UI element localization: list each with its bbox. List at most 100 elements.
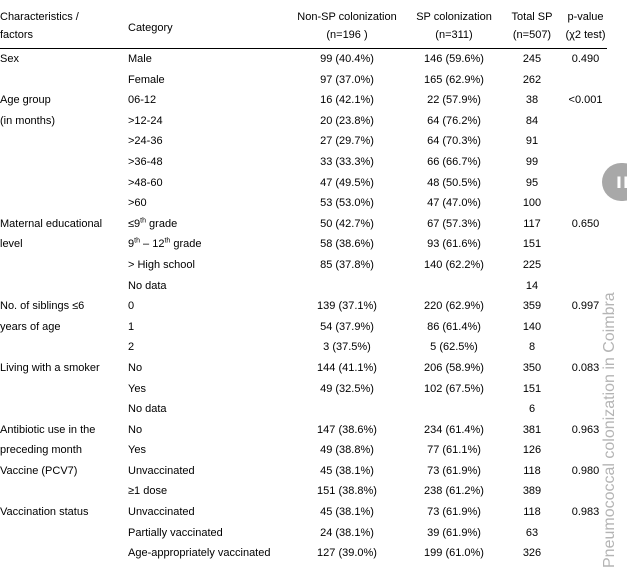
cell-factor: Antibiotic use in the	[0, 423, 96, 436]
cell-total: 151	[522, 382, 542, 395]
table-row: >60 53 (53.0%) 47 (47.0%) 100	[0, 193, 607, 214]
cell-total: 6	[528, 403, 536, 416]
header-total: Total SP (n=507)	[500, 8, 564, 49]
cell-category: ≥1 dose	[128, 485, 168, 498]
table-row: Living with a smoker No 144 (41.1%) 206 (58…	[0, 358, 607, 379]
cell-non-sp: 49 (32.5%)	[320, 382, 374, 395]
cell-factor: Maternal educational	[0, 217, 103, 230]
cell-sp: 146 (59.6%)	[424, 53, 484, 65]
cell-factor: Sex	[0, 53, 19, 65]
cell-factor	[0, 399, 128, 420]
ordinal-suffix: th	[164, 237, 171, 245]
cell-sp: 22 (57.9%)	[427, 94, 481, 107]
cell-category: No data	[128, 403, 167, 416]
cell-total: 140	[522, 320, 542, 333]
cell-sp: 73 (61.9%)	[427, 464, 481, 477]
cell-p-value: 0.490	[571, 53, 600, 65]
cell-sp: 77 (61.1%)	[427, 444, 481, 457]
ordinal-suffix: th	[134, 237, 140, 245]
cell-p-value	[564, 131, 607, 152]
table-row: 2 3 (37.5%) 5 (62.5%) 8	[0, 337, 607, 358]
cell-non-sp: 151 (38.8%)	[317, 485, 377, 498]
cell-sp: 238 (61.2%)	[424, 485, 484, 498]
table-header-row: Characteristics / factors Category Non-SP…	[0, 8, 607, 49]
cell-category: Female	[128, 73, 165, 86]
cell-sp: 64 (76.2%)	[427, 114, 481, 127]
colonization-table: Characteristics / factors Category Non-SP…	[0, 8, 607, 564]
cell-sp: 220 (62.9%)	[424, 300, 484, 313]
table-row: >36-48 33 (33.3%) 66 (66.7%) 99	[0, 152, 607, 173]
cell-factor: Vaccination status	[0, 506, 89, 519]
cell-total: 14	[525, 279, 539, 292]
cell-sp: 140 (62.2%)	[424, 258, 484, 271]
cell-sp: 66 (66.7%)	[427, 155, 481, 168]
cell-factor: level	[0, 238, 23, 251]
cell-category: No	[128, 361, 143, 374]
cell-non-sp: 127 (39.0%)	[317, 547, 377, 560]
cell-category: Partially vaccinated	[128, 526, 223, 539]
cell-factor	[0, 337, 128, 358]
cell-non-sp: 49 (38.8%)	[320, 444, 374, 457]
table-row: Antibiotic use in the No 147 (38.6%) 234 (6…	[0, 420, 607, 441]
cell-total: 126	[522, 444, 542, 457]
cell-factor: Vaccine (PCV7)	[0, 464, 78, 477]
cell-category: Male	[128, 53, 152, 65]
table-row: Age group 06-12 16 (42.1%) 22 (57.9%) 38 <0.0…	[0, 90, 607, 111]
table-row: Age-appropriately vaccinated 127 (39.0%) 1…	[0, 543, 607, 564]
category-text: ≤9	[128, 217, 141, 230]
cell-sp: 39 (61.9%)	[427, 526, 481, 539]
header-sp: SP colonization (n=311)	[408, 8, 500, 49]
table-row: Sex Male 99 (40.4%) 146 (59.6%) 245 0.490	[0, 49, 607, 70]
cell-category: 1	[128, 320, 135, 333]
cell-total: 326	[522, 547, 542, 560]
table-row: No. of siblings ≤6 0 139 (37.1%) 220 (62.9%…	[0, 296, 607, 317]
cell-total: 118	[523, 464, 541, 477]
cell-p-value	[564, 70, 607, 91]
cell-category: >48-60	[128, 176, 163, 189]
table-row: Vaccination status Unvaccinated 45 (38.1%)…	[0, 502, 607, 523]
cell-total: 8	[528, 341, 536, 354]
table-row: > High school 85 (37.8%) 140 (62.2%) 225	[0, 255, 607, 276]
cell-factor	[0, 523, 128, 544]
cell-category: Yes	[128, 382, 146, 395]
cell-non-sp: 47 (49.5%)	[320, 176, 374, 189]
cell-total: 225	[522, 258, 542, 271]
cell-total: 151	[522, 238, 542, 251]
cell-non-sp: 20 (23.8%)	[320, 114, 374, 127]
cell-non-sp: 16 (42.1%)	[320, 94, 374, 107]
cell-non-sp: 53 (53.0%)	[320, 197, 374, 210]
cell-total: 389	[522, 485, 542, 498]
cell-non-sp: 27 (29.7%)	[320, 135, 374, 148]
cell-sp: 165 (62.9%)	[424, 73, 484, 86]
cell-category: 06-12	[128, 94, 157, 107]
cell-total: 63	[525, 526, 539, 539]
cell-sp: 48 (50.5%)	[427, 176, 481, 189]
category-text: grade	[170, 238, 202, 251]
table-row: No data 14	[0, 276, 607, 297]
table-row: level 9th – 12th grade 58 (38.6%) 93 (61.6%…	[0, 234, 607, 255]
cell-sp: 67 (57.3%)	[427, 217, 481, 230]
cell-p-value: 0.997	[571, 300, 600, 313]
cell-p-value: 0.650	[571, 217, 600, 230]
running-side-title: Pneumococcal colonization in Coimbra	[601, 292, 618, 568]
cell-non-sp: 33 (33.3%)	[320, 155, 374, 168]
cell-sp: 86 (61.4%)	[427, 320, 481, 333]
cell-factor: years of age	[0, 320, 61, 333]
cell-p-value	[564, 173, 607, 194]
table-row: Female 97 (37.0%) 165 (62.9%) 262	[0, 70, 607, 91]
header-category: Category	[128, 8, 286, 49]
chapter-tab-label: III	[616, 172, 627, 192]
cell-non-sp: 147 (38.6%)	[317, 423, 377, 436]
category-text: – 12	[139, 238, 165, 251]
table-row: ≥1 dose 151 (38.8%) 238 (61.2%) 389	[0, 481, 607, 502]
cell-p-value: <0.001	[568, 94, 603, 107]
cell-factor	[0, 276, 128, 297]
table-row: (in months) >12-24 20 (23.8%) 64 (76.2%) 84	[0, 111, 607, 132]
chapter-tab: III	[602, 163, 627, 201]
cell-factor: Age group	[0, 94, 51, 107]
cell-factor	[0, 173, 128, 194]
cell-total: 95	[525, 176, 539, 189]
header-non-sp: Non-SP colonization (n=196 )	[286, 8, 408, 49]
table-row: preceding month Yes 49 (38.8%) 77 (61.1%) 12…	[0, 440, 607, 461]
cell-total: 117	[523, 217, 541, 230]
